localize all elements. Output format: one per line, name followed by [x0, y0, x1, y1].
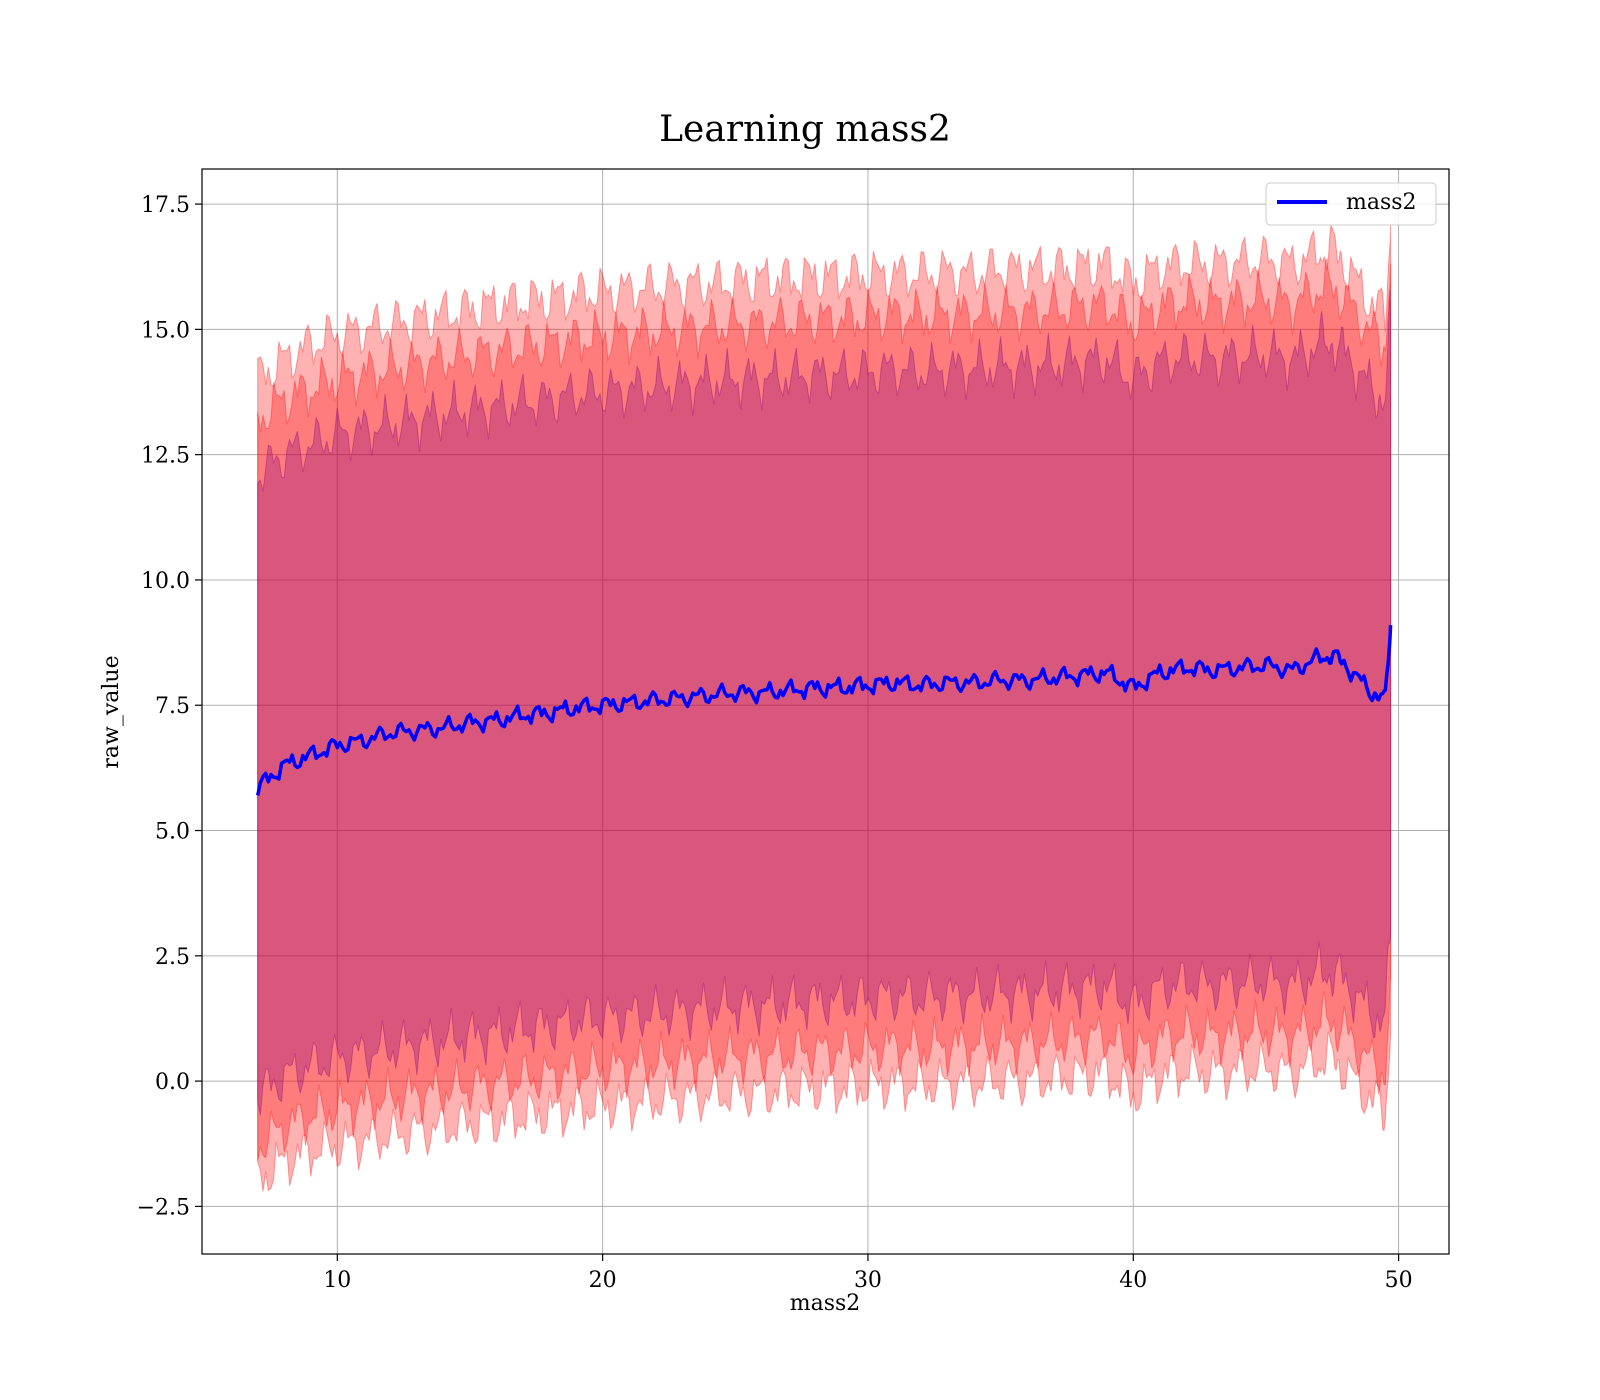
- bands-layer: [257, 224, 1392, 1192]
- series-line-mass2: [255, 625, 1393, 796]
- confidence-band-2: [257, 290, 1392, 1116]
- series-layer: [255, 625, 1393, 796]
- confidence-band-1: [257, 258, 1392, 1161]
- y-axis-label: raw_value: [99, 655, 124, 768]
- x-tick-label-1: 20: [589, 1268, 617, 1293]
- x-tick-label-3: 40: [1119, 1268, 1147, 1293]
- legend-box: [1265, 182, 1437, 226]
- y-tick-label-7: 15.0: [141, 318, 190, 343]
- grid-layer: [202, 169, 1449, 1254]
- x-tick-label-0: 10: [323, 1268, 351, 1293]
- x-axis: 10 20 30 40 50: [323, 1254, 1413, 1293]
- y-tick-label-2: 2.5: [155, 945, 190, 970]
- plot-frame: [201, 168, 1450, 1255]
- x-axis-label: mass2: [790, 1291, 861, 1316]
- legend: mass2: [1265, 182, 1437, 226]
- y-tick-label-5: 10.0: [141, 569, 190, 594]
- y-tick-label-1: 0.0: [155, 1070, 190, 1095]
- confidence-band-0: [257, 224, 1392, 1192]
- legend-label: mass2: [1346, 190, 1417, 215]
- y-axis: −2.5 0.0 2.5 5.0 7.5 10.0 12.5 15.0 17.5: [137, 193, 202, 1220]
- y-tick-label-6: 12.5: [141, 444, 190, 469]
- y-tick-label-0: −2.5: [137, 1195, 190, 1220]
- y-tick-label-8: 17.5: [141, 193, 190, 218]
- y-tick-label-4: 7.5: [155, 694, 190, 719]
- y-tick-label-3: 5.0: [155, 820, 190, 845]
- x-tick-label-2: 30: [854, 1268, 882, 1293]
- x-tick-label-4: 50: [1385, 1268, 1413, 1293]
- chart-title: Learning mass2: [659, 109, 951, 150]
